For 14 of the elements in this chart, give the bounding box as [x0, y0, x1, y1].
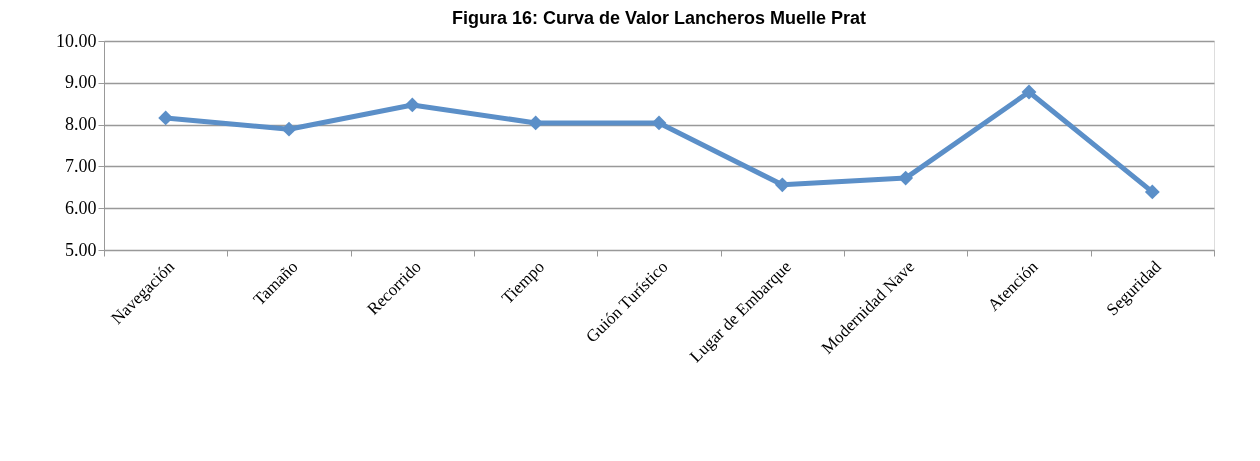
point: [1144, 184, 1160, 200]
y-tick-label: 7.00: [65, 155, 97, 176]
y-tick-label: 9.00: [65, 72, 97, 93]
y-tick-label: 8.00: [65, 114, 97, 135]
point: [404, 97, 420, 113]
y-tick-label: 6.00: [65, 197, 97, 218]
chart-title: Figura 16: Curva de Valor Lancheros Muelle Prat: [451, 8, 867, 28]
point: [281, 121, 297, 137]
point: [898, 170, 914, 186]
y-tick-label: 10.00: [56, 30, 97, 51]
point: [1021, 84, 1037, 100]
y-tick-label: 5.00: [65, 239, 97, 260]
point: [774, 177, 790, 193]
point: [651, 115, 667, 131]
